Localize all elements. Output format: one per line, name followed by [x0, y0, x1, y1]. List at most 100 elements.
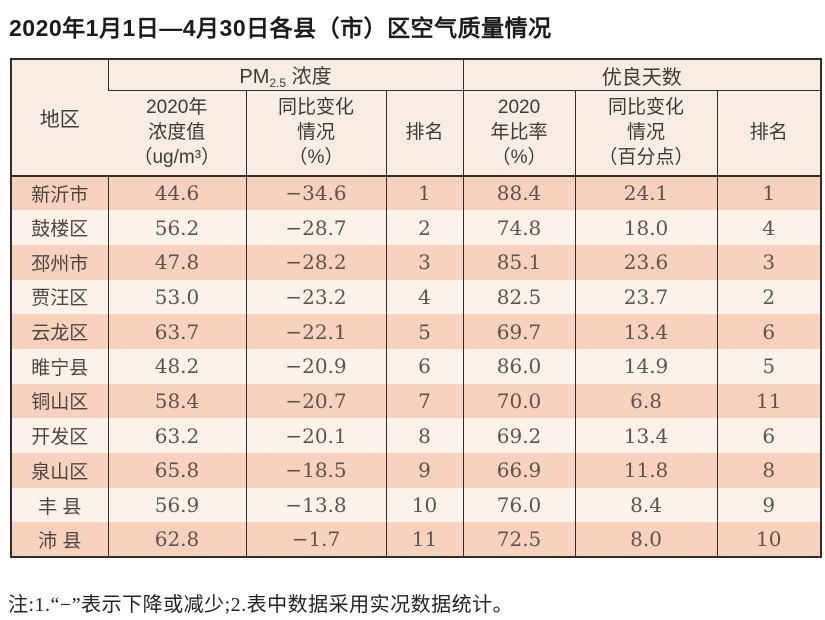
good-rank-cell: 5	[716, 348, 822, 384]
table-row: 新沂市 44.6 −34.6 1 88.4 24.1 1	[11, 175, 822, 211]
good-rank-cell: 11	[716, 383, 822, 419]
region-cell: 贾汪区	[11, 279, 108, 315]
table-row: 沛 县 62.8 −1.7 11 72.5 8.0 10	[11, 522, 822, 558]
good-rank-cell: 1	[716, 175, 822, 211]
pm-rank-cell: 5	[385, 314, 464, 349]
region-cell: 鼓楼区	[11, 210, 108, 245]
good-rank-cell: 3	[716, 244, 822, 280]
region-cell: 丰 县	[11, 487, 108, 523]
good-change-cell: 23.7	[574, 279, 718, 315]
pm-rank-cell: 11	[385, 522, 464, 558]
good-ratio-cell: 85.1	[462, 244, 576, 280]
table-header: 地区 PM2.5 浓度 优良天数 2020年 浓度值 （ug/m³） 同比变化 …	[11, 59, 822, 177]
table-row: 铜山区 58.4 −20.7 7 70.0 6.8 11	[11, 383, 822, 419]
pm-rank-cell: 4	[385, 279, 464, 315]
good-change-cell: 8.4	[574, 487, 718, 523]
good-ratio-cell: 88.4	[462, 175, 576, 211]
good-change-cell: 23.6	[574, 244, 718, 280]
pm25-label-suffix: 浓度	[286, 66, 332, 88]
region-cell: 泉山区	[11, 453, 108, 488]
pm-value-cell: 62.8	[107, 522, 246, 558]
region-cell: 邳州市	[11, 244, 108, 280]
region-cell: 开发区	[11, 418, 108, 453]
column-header-row: 2020年 浓度值 （ug/m³） 同比变化 情况 （%） 排名 2020 年比…	[11, 90, 822, 177]
good-rank-cell: 9	[716, 487, 822, 523]
pm25-group-header: PM2.5 浓度	[107, 59, 464, 91]
footnote: 注:1.“−”表示下降或减少;2.表中数据采用实况数据统计。	[8, 594, 514, 616]
pm25-label-prefix: PM	[239, 66, 270, 88]
table-row: 泉山区 65.8 −18.5 9 66.9 11.8 8	[11, 453, 822, 488]
good-change-cell: 13.4	[574, 314, 718, 349]
pm-value-cell: 53.0	[107, 279, 246, 315]
good-change-header: 同比变化 情况 （百分点）	[574, 90, 718, 177]
table-row: 开发区 63.2 −20.1 8 69.2 13.4 6	[11, 418, 822, 453]
good-change-cell: 13.4	[574, 418, 718, 453]
good-change-cell: 11.8	[574, 453, 718, 488]
good-ratio-cell: 70.0	[462, 383, 576, 419]
table-row: 邳州市 47.8 −28.2 3 85.1 23.6 3	[11, 244, 822, 280]
pm-change-cell: −20.7	[245, 383, 386, 419]
region-cell: 睢宁县	[11, 348, 108, 384]
pm-rank-cell: 8	[385, 418, 464, 453]
pm-change-cell: −23.2	[245, 279, 386, 315]
good-ratio-cell: 72.5	[462, 522, 576, 558]
pm-value-cell: 63.2	[107, 418, 246, 453]
page-title: 2020年1月1日—4月30日各县（市）区空气质量情况	[9, 15, 552, 41]
good-change-cell: 8.0	[574, 522, 718, 558]
pm-value-header: 2020年 浓度值 （ug/m³）	[108, 90, 246, 177]
pm-rank-cell: 2	[385, 210, 464, 245]
pm-value-cell: 63.7	[107, 314, 246, 349]
table-body: 新沂市 44.6 −34.6 1 88.4 24.1 1 鼓楼区 56.2 −2…	[11, 175, 822, 558]
pm-rank-cell: 10	[385, 487, 464, 523]
pm-value-cell: 56.9	[107, 487, 246, 523]
pm-rank-header: 排名	[385, 90, 464, 177]
pm-rank-cell: 1	[385, 175, 464, 211]
region-cell: 铜山区	[11, 383, 108, 419]
pm-change-cell: −18.5	[245, 453, 386, 488]
good-change-cell: 14.9	[574, 348, 718, 384]
air-quality-table: 地区 PM2.5 浓度 优良天数 2020年 浓度值 （ug/m³） 同比变化 …	[10, 58, 823, 559]
pm-rank-cell: 3	[385, 244, 464, 280]
region-cell: 新沂市	[11, 175, 108, 211]
pm-change-header: 同比变化 情况 （%）	[245, 90, 386, 177]
good-rank-cell: 8	[716, 453, 822, 488]
pm25-subscript: 2.5	[269, 76, 287, 90]
group-header-row: 地区 PM2.5 浓度 优良天数	[11, 59, 822, 177]
good-ratio-header: 2020 年比率 （%）	[462, 90, 576, 177]
pm-value-cell: 65.8	[107, 453, 246, 488]
table-row: 云龙区 63.7 −22.1 5 69.7 13.4 6	[11, 314, 822, 349]
good-ratio-cell: 66.9	[462, 453, 576, 488]
pm-change-cell: −1.7	[245, 522, 386, 558]
region-cell: 沛 县	[11, 522, 108, 558]
pm-rank-cell: 9	[385, 453, 464, 488]
good-ratio-cell: 82.5	[462, 279, 576, 315]
good-change-cell: 6.8	[574, 383, 718, 419]
good-ratio-cell: 74.8	[462, 210, 576, 245]
table-row: 贾汪区 53.0 −23.2 4 82.5 23.7 2	[11, 279, 822, 315]
region-column-header: 地区	[11, 59, 108, 177]
good-rank-cell: 6	[716, 314, 822, 349]
good-ratio-cell: 69.7	[462, 314, 576, 349]
pm-change-cell: −20.1	[245, 418, 386, 453]
pm-value-cell: 58.4	[107, 383, 246, 419]
good-rank-cell: 2	[716, 279, 822, 315]
good-change-cell: 18.0	[574, 210, 718, 245]
good-rank-cell: 6	[716, 418, 822, 453]
region-cell: 云龙区	[11, 314, 108, 349]
good-ratio-cell: 76.0	[462, 487, 576, 523]
table-row: 睢宁县 48.2 −20.9 6 86.0 14.9 5	[11, 348, 822, 384]
pm-change-cell: −28.2	[245, 244, 386, 280]
good-change-cell: 24.1	[574, 175, 718, 211]
good-days-group-header: 优良天数	[462, 59, 822, 91]
good-rank-header: 排名	[716, 90, 822, 177]
good-rank-cell: 10	[716, 522, 822, 558]
pm-change-cell: −28.7	[245, 210, 386, 245]
pm-rank-cell: 6	[385, 348, 464, 384]
good-ratio-cell: 69.2	[462, 418, 576, 453]
pm-value-cell: 47.8	[107, 244, 246, 280]
table-row: 鼓楼区 56.2 −28.7 2 74.8 18.0 4	[11, 210, 822, 245]
pm-value-cell: 48.2	[107, 348, 246, 384]
pm-change-cell: −22.1	[245, 314, 386, 349]
pm-change-cell: −20.9	[245, 348, 386, 384]
table-row: 丰 县 56.9 −13.8 10 76.0 8.4 9	[11, 487, 822, 523]
